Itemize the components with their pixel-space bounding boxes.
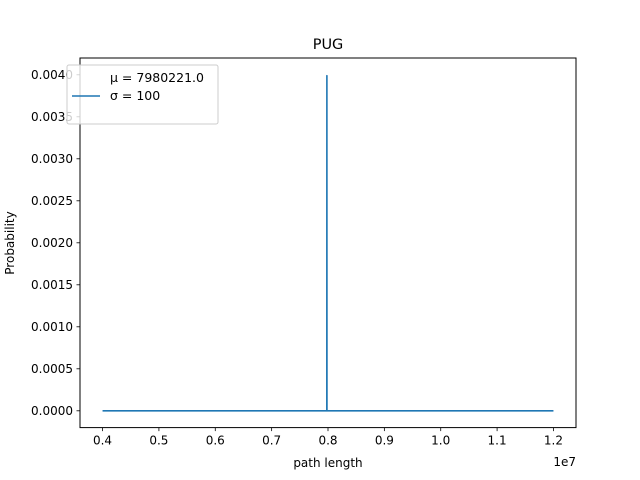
x-tick-label: 0.5: [149, 434, 168, 448]
x-tick-label: 0.6: [206, 434, 225, 448]
legend-entry-sigma: σ = 100: [110, 88, 160, 103]
plot-frame: [79, 57, 577, 429]
y-tick-label: 0.0000: [31, 404, 73, 418]
x-tick-label: 0.7: [262, 434, 281, 448]
y-tick-label: 0.0030: [31, 152, 73, 166]
x-axis-label: path length: [293, 456, 362, 470]
legend-entry-mu: μ = 7980221.0: [110, 70, 204, 85]
y-tick-label: 0.0005: [31, 362, 73, 376]
series-line: [102, 74, 554, 412]
y-axis-ticks: 0.0000 0.0005 0.0010 0.0015 0.0020 0.0025 0.00…: [31, 68, 80, 418]
x-tick-label: 1.2: [544, 434, 563, 448]
chart-title: PUG: [313, 37, 344, 53]
y-tick-label: 0.0025: [31, 194, 73, 208]
y-tick-label: 0.0015: [31, 278, 73, 292]
x-axis-ticks: 0.4 0.5 0.6 0.7 0.8 0.9 1.0 1.1 1.2: [93, 427, 563, 448]
y-tick-label: 0.0040: [31, 68, 73, 82]
x-tick-label: 0.9: [375, 434, 394, 448]
x-tick-label: 0.4: [93, 434, 112, 448]
legend: μ = 7980221.0 σ = 100: [66, 64, 219, 125]
x-tick-label: 1.0: [431, 434, 450, 448]
y-tick-label: 0.0035: [31, 110, 73, 124]
x-tick-label: 0.8: [318, 434, 337, 448]
series-layer: [102, 74, 554, 412]
x-axis-offset-label: 1e7: [553, 455, 576, 469]
y-axis-label: Probability: [3, 211, 17, 274]
legend-box: [66, 64, 219, 125]
x-tick-label: 1.1: [488, 434, 507, 448]
y-tick-label: 0.0020: [31, 236, 73, 250]
y-tick-label: 0.0010: [31, 320, 73, 334]
